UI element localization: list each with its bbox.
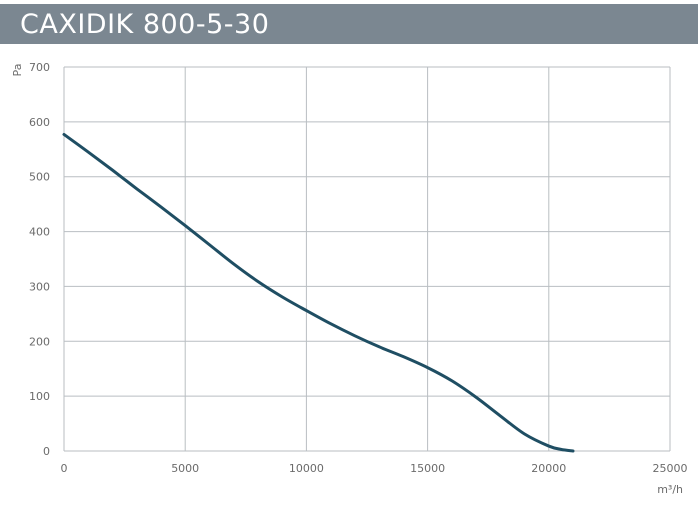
y-tick-label: 400 [29,226,50,239]
x-axis-label: m³/h [657,483,683,496]
x-tick-label: 10000 [289,462,324,475]
y-tick-label: 100 [29,390,50,403]
x-tick-label: 25000 [653,462,688,475]
y-tick-label: 300 [29,280,50,293]
x-tick-label: 20000 [531,462,566,475]
y-tick-label: 200 [29,335,50,348]
y-tick-label: 0 [43,445,50,458]
y-tick-label: 700 [29,61,50,74]
y-axis-label: Pa [11,64,24,77]
series-layer [62,132,575,453]
x-tick-label: 5000 [171,462,199,475]
series-line [62,132,575,453]
grid [63,66,671,452]
title-bar: CAXIDIK 800-5-30 [0,4,698,44]
chart-title: CAXIDIK 800-5-30 [20,9,270,40]
tick-labels: 0 5000 10000 15000 20000 25000 0 100 200 300 400 50… [29,61,688,475]
y-tick-label: 500 [29,171,50,184]
y-tick-label: 600 [29,116,50,129]
x-tick-label: 15000 [410,462,445,475]
x-tick-label: 0 [61,462,68,475]
